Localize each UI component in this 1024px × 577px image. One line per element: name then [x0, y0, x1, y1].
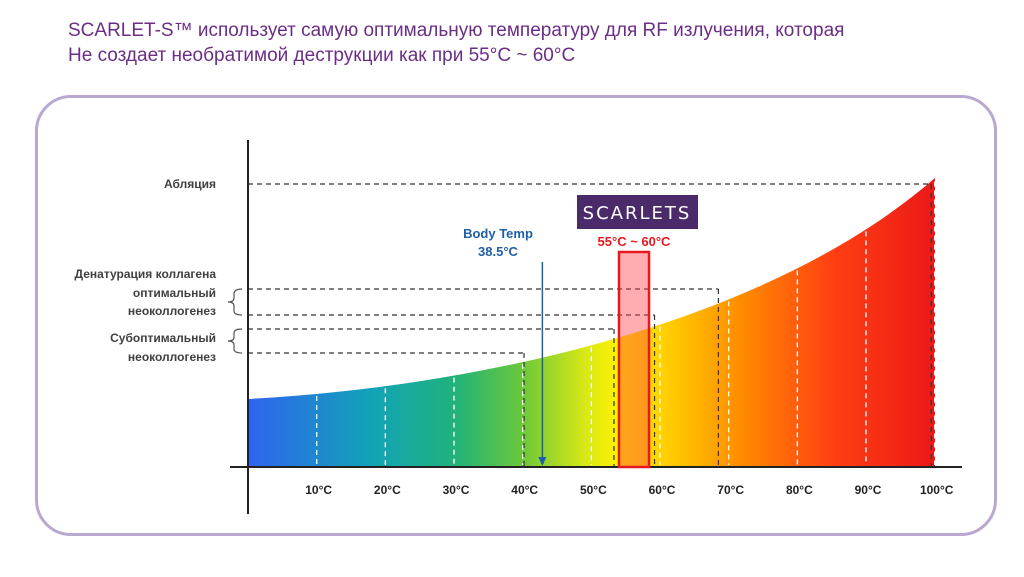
level-optimal-line1: оптимальный [133, 286, 216, 300]
x-tick-1: 10°C [305, 483, 332, 497]
title-line-1: SCARLET-S™ использует самую оптимальную … [68, 20, 845, 41]
optimal-brace-icon [227, 288, 243, 316]
x-tick-5: 50°C [580, 483, 607, 497]
x-tick-7: 70°C [717, 483, 744, 497]
x-tick-4: 40°C [511, 483, 538, 497]
x-tick-3: 30°C [443, 483, 470, 497]
x-tick-2: 20°C [374, 483, 401, 497]
suboptimal-brace-icon [227, 328, 243, 354]
scarlet-logo-text: SCARLETS [583, 203, 692, 224]
level-suboptimal-line2: неоколлогенез [128, 350, 216, 364]
heat-curve-area [248, 178, 935, 467]
body-temp-label: Body Temp [463, 226, 533, 241]
body-temp-value: 38.5°C [478, 244, 519, 259]
optimal-temp-label: 55°C ~ 60°C [598, 234, 672, 249]
level-optimal-line2: неоколлогенез [128, 304, 216, 318]
x-tick-6: 60°C [649, 483, 676, 497]
body-temp-arrowhead-icon [538, 457, 547, 466]
page-title: SCARLET-S™ использует самую оптимальную … [68, 18, 844, 68]
guide-lines [248, 181, 936, 467]
heat-area [248, 178, 935, 467]
scarlet-logo [577, 195, 698, 229]
x-tick-8: 80°C [786, 483, 813, 497]
title-line-2: Не создает необратимой деструкции как пр… [68, 45, 576, 66]
x-tick-10: 100°C [920, 483, 954, 497]
x-tick-labels: 10°C 20°C 30°C 40°C 50°C 60°C 70°C 80°C 90°C 100°… [305, 483, 954, 497]
x-tick-9: 90°C [855, 483, 882, 497]
level-ablation: Абляция [164, 177, 216, 191]
optimal-temp-band [617, 250, 651, 469]
level-collagen-title: Денатурация коллагена [75, 267, 217, 281]
level-suboptimal-line1: Субоптимальный [110, 331, 216, 345]
